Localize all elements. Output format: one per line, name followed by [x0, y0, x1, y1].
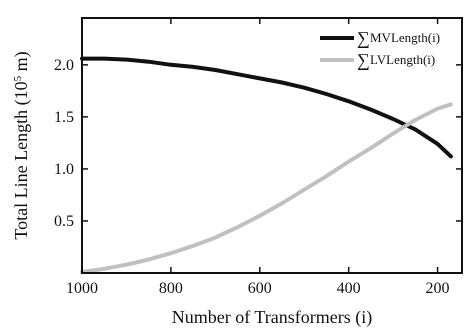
y-tick-label: 1.5 [54, 109, 74, 126]
x-axis-title: Number of Transformers (i) [172, 307, 372, 328]
series-line-mvlength [80, 56, 453, 159]
y-axis-title-unit: m) [11, 51, 32, 76]
series-lines [80, 56, 453, 274]
legend-label-mvlength: MVLength(i) [370, 30, 440, 45]
x-tick-label: 600 [248, 280, 272, 297]
plot-frame [81, 17, 463, 274]
y-tick-label: 0.5 [54, 213, 74, 230]
legend: ∑ MVLength(i) ∑ LVLength(i) [320, 28, 440, 70]
legend-sigma-lvlength: ∑ [357, 50, 370, 70]
legend-sigma-mvlength: ∑ [357, 28, 370, 48]
x-tick-label: 200 [426, 280, 450, 297]
x-tick-label: 400 [337, 280, 361, 297]
y-tick-label: 2.0 [54, 57, 74, 74]
x-tick-label: 800 [159, 280, 183, 297]
series-line-lvlength [80, 102, 453, 274]
y-axis-title-exponent: 5 [12, 75, 24, 81]
legend-label-lvlength: LVLength(i) [370, 52, 435, 67]
tick-labels: 1000 800 600 400 200 0.5 1.0 1.5 2.0 [54, 57, 450, 297]
y-tick-label: 1.0 [54, 161, 74, 178]
x-tick-label: 1000 [66, 280, 98, 297]
y-axis-title-main: Total Line Length (10 [11, 81, 32, 239]
y-axis-title: Total Line Length (105 m) [11, 51, 32, 239]
